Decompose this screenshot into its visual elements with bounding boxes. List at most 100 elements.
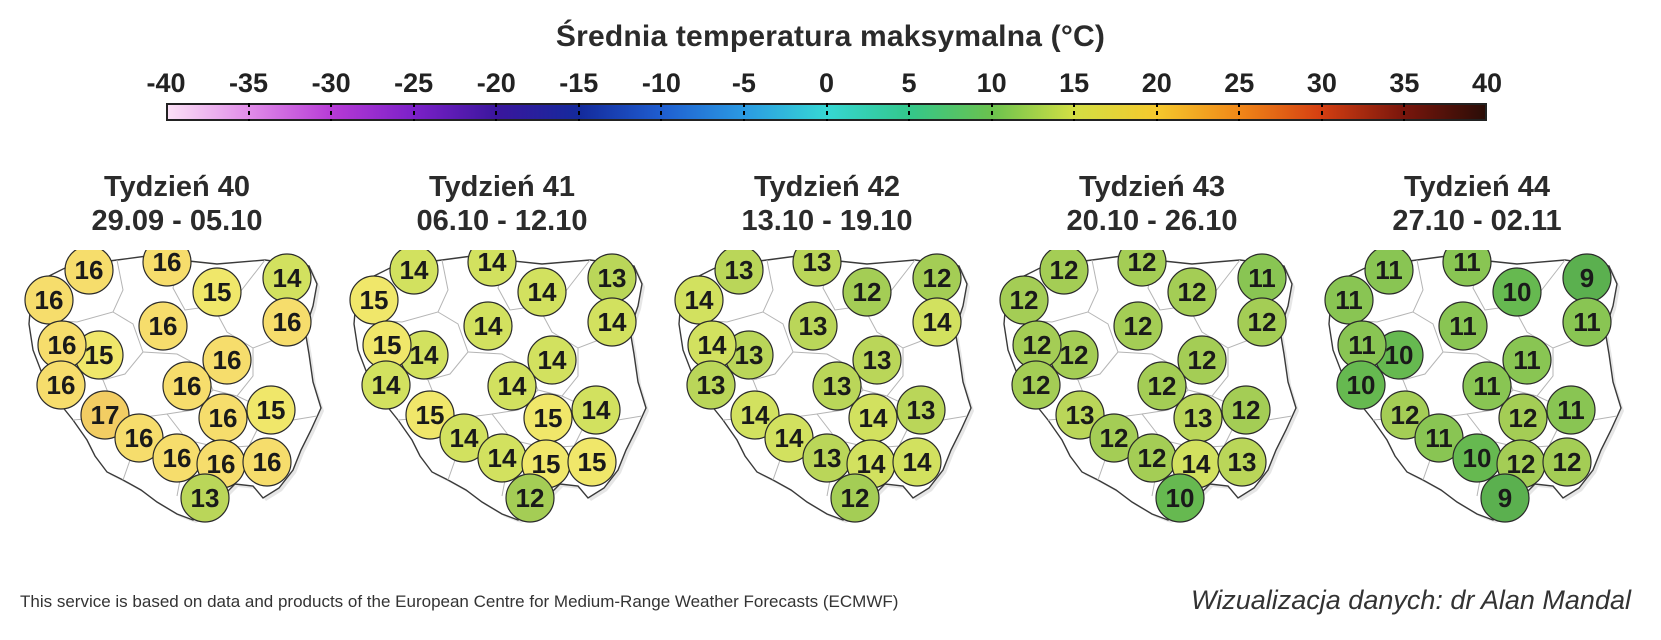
temperature-circle [349, 275, 399, 325]
scale-label: 35 [1389, 68, 1420, 98]
temperature-marker: 12 [1011, 360, 1061, 410]
temperature-circle [505, 473, 555, 523]
temperature-marker: 13 [788, 301, 838, 351]
temperature-marker: 14 [764, 413, 814, 463]
temperature-circle [487, 361, 537, 411]
temperature-circle [1462, 361, 1512, 411]
temperature-circle [162, 361, 212, 411]
temperature-value: 11 [1425, 423, 1453, 453]
temperature-value: 16 [213, 345, 242, 375]
temperature-marker: 10 [1452, 433, 1502, 483]
temperature-marker: 12 [1012, 320, 1062, 370]
temperature-marker: 12 [1221, 385, 1271, 435]
temperature-marker: 13 [714, 250, 764, 295]
temperature-marker: 11 [1442, 250, 1492, 287]
temperature-circle [1442, 250, 1492, 287]
temperature-value: 15 [532, 449, 561, 479]
temperature-circle [1137, 361, 1187, 411]
temperature-value: 16 [35, 285, 64, 315]
temperature-value: 11 [1335, 285, 1363, 315]
temperature-value: 17 [91, 400, 120, 430]
week-label: Tydzień 43 [1078, 171, 1226, 203]
temperature-value: 13 [813, 443, 842, 473]
temperature-marker: 12 [912, 253, 962, 303]
date-range: 20.10 - 26.10 [1066, 205, 1238, 237]
temperature-marker: 14 [399, 330, 449, 380]
scale-label: -25 [394, 68, 434, 98]
temperature-value: 14 [903, 447, 932, 477]
temperature-marker: 12 [505, 473, 555, 523]
temperature-circle [567, 437, 617, 487]
temperature-circle [714, 250, 764, 295]
scale-tick [247, 103, 250, 121]
temperature-marker: 16 [114, 413, 164, 463]
temperature-value: 11 [1375, 255, 1403, 285]
temperature-marker: 16 [24, 275, 74, 325]
temperature-circle [262, 297, 312, 347]
temperature-value: 16 [75, 255, 104, 285]
temperature-marker: 15 [74, 330, 124, 380]
temperature-value: 16 [207, 449, 236, 479]
scale-label: 40 [1471, 68, 1503, 98]
temperature-marker: 12 [830, 473, 880, 523]
temperature-circle [1221, 385, 1271, 435]
temperature-circle [792, 250, 842, 287]
scale-label: 20 [1141, 68, 1172, 98]
temperature-value: 13 [725, 255, 754, 285]
temperature-circle [1364, 250, 1414, 295]
temperature-marker: 16 [198, 393, 248, 443]
temperature-marker: 16 [162, 361, 212, 411]
temperature-marker: 15 [567, 437, 617, 487]
temperature-marker: 12 [1049, 330, 1099, 380]
temperature-marker: 9 [1562, 253, 1612, 303]
temperature-value: 11 [1449, 311, 1477, 341]
temperature-value: 16 [48, 330, 77, 360]
temperature-marker: 10 [1336, 360, 1386, 410]
temperature-marker: 14 [262, 253, 312, 303]
temperature-circle [142, 250, 192, 287]
temperature-value: 13 [697, 370, 726, 400]
temperature-marker: 13 [896, 385, 946, 435]
map-title: Średnia temperatura maksymalna (°C) [555, 20, 1106, 53]
date-range: 29.09 - 05.10 [91, 205, 263, 237]
scale-tick [1073, 103, 1076, 121]
week-label: Tydzień 40 [103, 171, 251, 203]
temperature-circle [1336, 360, 1386, 410]
scale-label: 10 [976, 68, 1007, 98]
date-range: 13.10 - 19.10 [741, 205, 913, 237]
temperature-marker: 11 [1324, 275, 1374, 325]
temperature-value: 15 [416, 400, 445, 430]
temperature-marker: 12 [1113, 301, 1163, 351]
week-label: Tydzień 42 [753, 171, 901, 203]
date-range: 27.10 - 02.11 [1392, 205, 1562, 237]
temperature-value: 12 [1507, 449, 1536, 479]
temperature-marker: 14 [463, 301, 513, 351]
temperature-marker: 10 [1492, 267, 1542, 317]
temperature-circle [788, 301, 838, 351]
temperature-marker: 13 [180, 473, 230, 523]
temperature-circle [242, 437, 292, 487]
temperature-marker: 12 [1127, 433, 1177, 483]
region-border [862, 348, 904, 397]
temperature-value: 12 [1023, 330, 1052, 360]
temperature-value: 12 [1248, 307, 1277, 337]
temperature-circle [467, 250, 517, 287]
temperature-marker: 14 [487, 361, 537, 411]
temperature-value: 14 [538, 345, 567, 375]
temperature-value: 12 [1188, 345, 1217, 375]
temperature-value: 14 [775, 423, 804, 453]
temperature-value: 14 [410, 340, 439, 370]
temperature-value: 12 [1509, 403, 1538, 433]
temperature-marker: 11 [1237, 253, 1287, 303]
temperature-circle [1502, 335, 1552, 385]
scale-label: -10 [641, 68, 681, 98]
temperature-value: 13 [1184, 403, 1213, 433]
temperature-marker: 14 [912, 297, 962, 347]
temperature-value: 14 [741, 400, 770, 430]
temperature-value: 12 [1391, 400, 1420, 430]
temperature-value: 15 [85, 340, 114, 370]
region-border [1512, 348, 1554, 397]
temperature-circle [587, 297, 637, 347]
